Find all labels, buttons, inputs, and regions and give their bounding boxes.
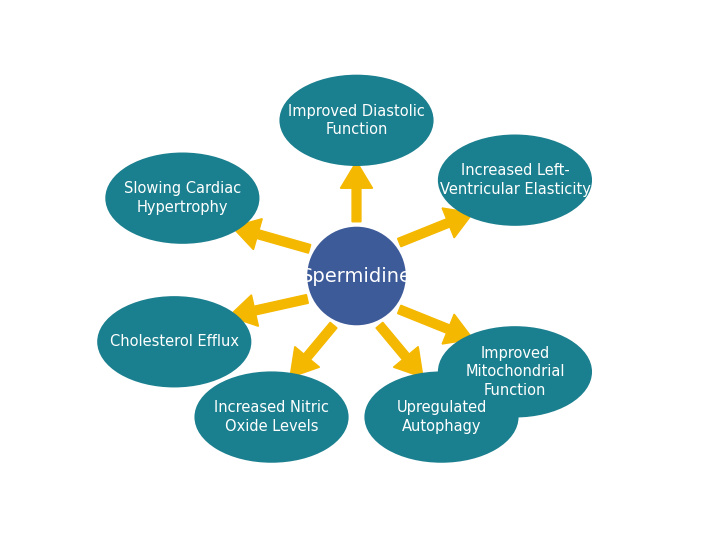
- Ellipse shape: [438, 326, 592, 417]
- Text: Spermidine: Spermidine: [301, 267, 412, 285]
- Text: Slowing Cardiac
Hypertrophy: Slowing Cardiac Hypertrophy: [124, 182, 241, 215]
- Ellipse shape: [307, 227, 406, 325]
- FancyArrow shape: [340, 161, 373, 222]
- Ellipse shape: [438, 135, 592, 226]
- Ellipse shape: [106, 152, 260, 244]
- Ellipse shape: [279, 75, 434, 166]
- Text: Cholesterol Efflux: Cholesterol Efflux: [110, 335, 239, 349]
- FancyArrow shape: [229, 295, 308, 326]
- FancyArrow shape: [398, 208, 473, 247]
- Text: Increased Left-
Ventricular Elasticity: Increased Left- Ventricular Elasticity: [439, 163, 590, 197]
- Text: Increased Nitric
Oxide Levels: Increased Nitric Oxide Levels: [214, 400, 329, 434]
- Ellipse shape: [364, 371, 518, 463]
- Text: Improved Diastolic
Function: Improved Diastolic Function: [288, 104, 425, 137]
- Text: Upregulated
Autophagy: Upregulated Autophagy: [396, 400, 487, 434]
- FancyArrow shape: [376, 322, 423, 378]
- Ellipse shape: [97, 296, 252, 388]
- Text: Improved
Mitochondrial
Function: Improved Mitochondrial Function: [465, 346, 565, 398]
- FancyArrow shape: [398, 305, 473, 344]
- Ellipse shape: [195, 371, 349, 463]
- FancyArrow shape: [232, 219, 311, 253]
- FancyArrow shape: [290, 322, 337, 378]
